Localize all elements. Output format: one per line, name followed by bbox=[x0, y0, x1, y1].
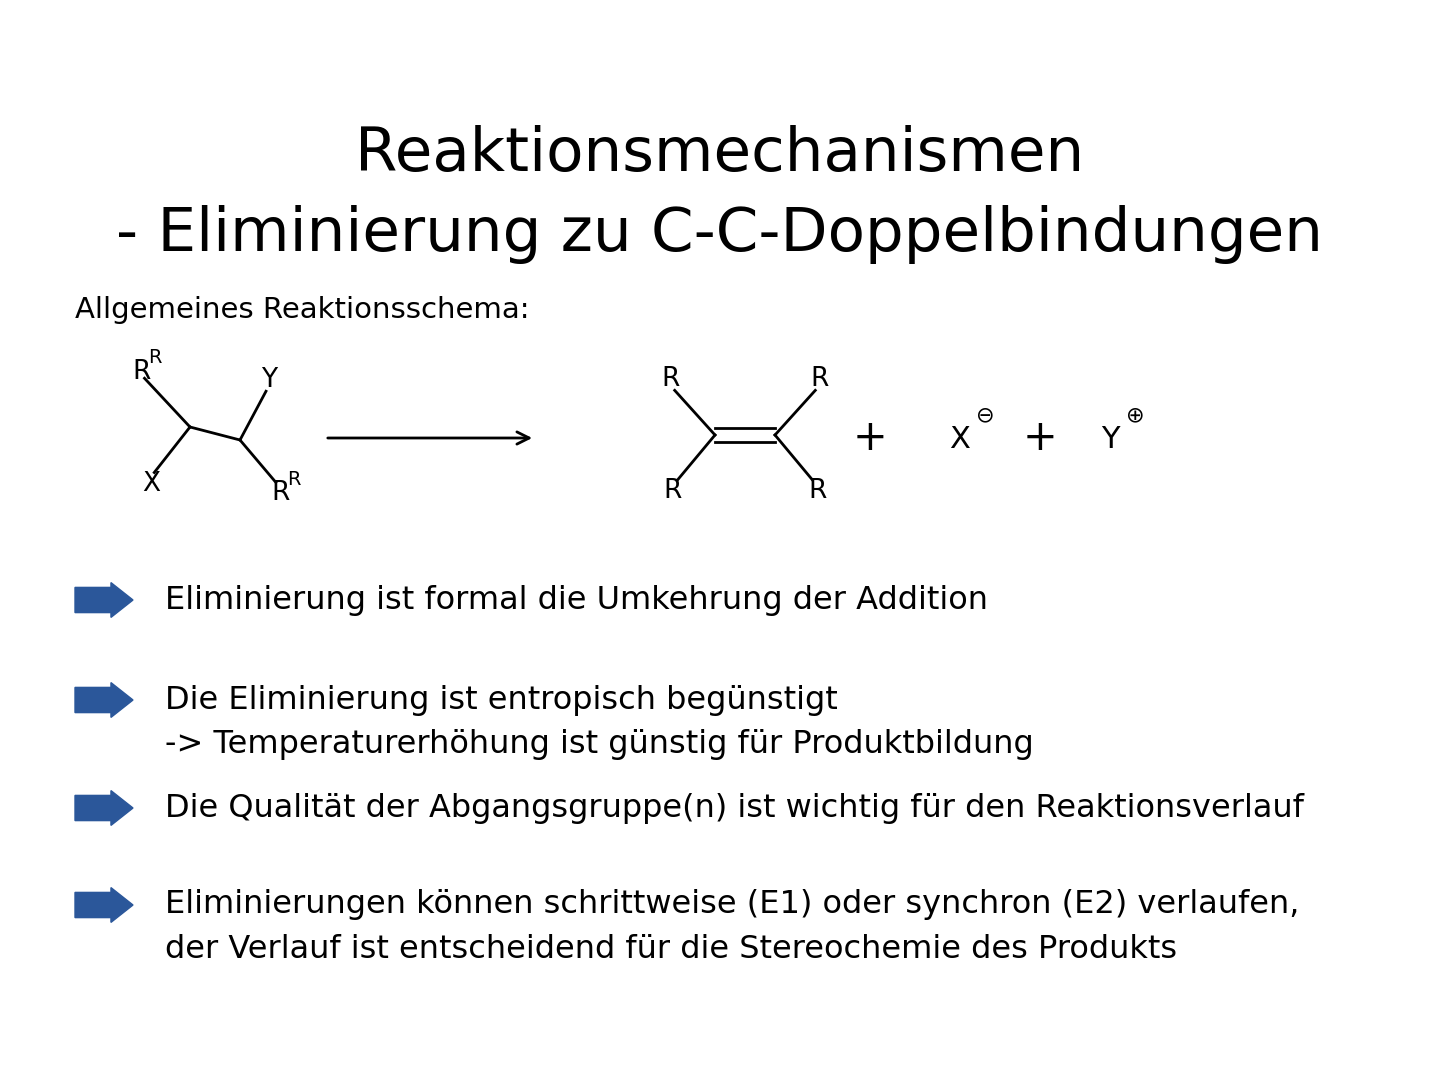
Text: Eliminierungen können schrittweise (E1) oder synchron (E2) verlaufen,: Eliminierungen können schrittweise (E1) … bbox=[166, 890, 1299, 920]
Text: Reaktionsmechanismen: Reaktionsmechanismen bbox=[356, 125, 1084, 185]
Text: R: R bbox=[148, 348, 161, 367]
Polygon shape bbox=[75, 791, 132, 825]
Text: Y: Y bbox=[261, 367, 278, 393]
Text: Die Eliminierung ist entropisch begünstigt: Die Eliminierung ist entropisch begünsti… bbox=[166, 685, 838, 715]
Text: R: R bbox=[811, 366, 829, 392]
Text: R: R bbox=[808, 477, 827, 503]
Polygon shape bbox=[75, 582, 132, 618]
Text: X: X bbox=[143, 471, 160, 497]
Text: R: R bbox=[271, 481, 289, 507]
Text: +: + bbox=[852, 417, 887, 459]
Text: Allgemeines Reaktionsschema:: Allgemeines Reaktionsschema: bbox=[75, 296, 530, 324]
Text: R: R bbox=[288, 470, 301, 489]
Text: ⊕: ⊕ bbox=[1126, 405, 1145, 426]
Text: Eliminierung ist formal die Umkehrung der Addition: Eliminierung ist formal die Umkehrung de… bbox=[166, 584, 988, 616]
Text: der Verlauf ist entscheidend für die Stereochemie des Produkts: der Verlauf ist entscheidend für die Ste… bbox=[166, 934, 1176, 966]
Text: X: X bbox=[949, 426, 971, 455]
Text: R: R bbox=[664, 477, 683, 503]
Polygon shape bbox=[75, 683, 132, 717]
Text: - Eliminierung zu C-C-Doppelbindungen: - Eliminierung zu C-C-Doppelbindungen bbox=[117, 205, 1323, 265]
Text: -> Temperaturerhöhung ist günstig für Produktbildung: -> Temperaturerhöhung ist günstig für Pr… bbox=[166, 729, 1034, 760]
Text: +: + bbox=[1022, 417, 1057, 459]
Text: ⊖: ⊖ bbox=[976, 405, 994, 426]
Text: R: R bbox=[132, 359, 150, 384]
Text: Die Qualität der Abgangsgruppe(n) ist wichtig für den Reaktionsverlauf: Die Qualität der Abgangsgruppe(n) ist wi… bbox=[166, 793, 1303, 823]
Text: Y: Y bbox=[1100, 426, 1119, 455]
Text: R: R bbox=[661, 366, 680, 392]
Polygon shape bbox=[75, 888, 132, 922]
